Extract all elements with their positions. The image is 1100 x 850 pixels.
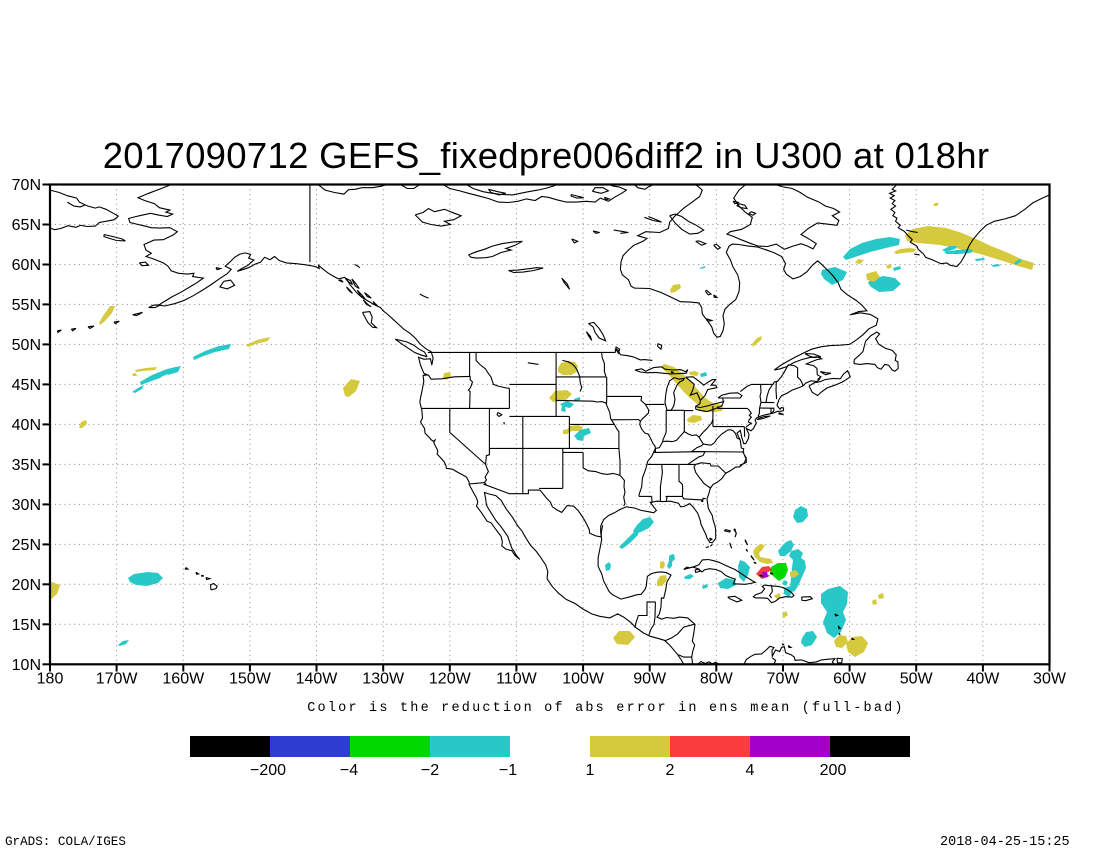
svg-text:4: 4 <box>746 762 755 779</box>
svg-text:150W: 150W <box>229 671 272 688</box>
svg-text:130W: 130W <box>362 671 405 688</box>
svg-text:40N: 40N <box>12 417 41 434</box>
svg-text:2017090712 GEFS_fixedpre006dif: 2017090712 GEFS_fixedpre006diff2 in U300… <box>103 135 990 176</box>
svg-text:10N: 10N <box>12 657 41 674</box>
svg-text:Color is the reduction of abs: Color is the reduction of abs error in e… <box>307 701 904 716</box>
svg-text:70W: 70W <box>767 671 801 688</box>
svg-text:200: 200 <box>820 762 847 779</box>
svg-text:60N: 60N <box>12 257 41 274</box>
svg-text:140W: 140W <box>296 671 339 688</box>
svg-text:−2: −2 <box>421 762 439 779</box>
svg-text:120W: 120W <box>429 671 472 688</box>
svg-text:20N: 20N <box>12 577 41 594</box>
svg-text:15N: 15N <box>12 617 41 634</box>
svg-text:−4: −4 <box>340 762 358 779</box>
svg-text:65N: 65N <box>12 217 41 234</box>
svg-text:2: 2 <box>666 762 675 779</box>
svg-text:−1: −1 <box>499 762 517 779</box>
svg-text:50W: 50W <box>900 671 934 688</box>
svg-text:40W: 40W <box>966 671 1000 688</box>
svg-text:2018-04-25-15:25: 2018-04-25-15:25 <box>940 835 1070 850</box>
svg-text:170W: 170W <box>96 671 139 688</box>
svg-text:45N: 45N <box>12 377 41 394</box>
svg-text:25N: 25N <box>12 537 41 554</box>
svg-text:180: 180 <box>37 671 64 688</box>
svg-text:1: 1 <box>586 762 595 779</box>
svg-text:80W: 80W <box>700 671 734 688</box>
svg-text:30N: 30N <box>12 497 41 514</box>
svg-text:160W: 160W <box>162 671 205 688</box>
svg-text:110W: 110W <box>496 671 538 688</box>
svg-text:90W: 90W <box>633 671 667 688</box>
svg-text:100W: 100W <box>562 671 605 688</box>
svg-text:GrADS: COLA/IGES: GrADS: COLA/IGES <box>5 835 126 849</box>
svg-text:60W: 60W <box>833 671 867 688</box>
svg-text:30W: 30W <box>1033 671 1067 688</box>
svg-text:55N: 55N <box>12 297 41 314</box>
svg-text:−200: −200 <box>250 762 286 779</box>
svg-text:50N: 50N <box>12 337 41 354</box>
svg-text:70N: 70N <box>12 177 41 194</box>
svg-text:35N: 35N <box>12 457 41 474</box>
